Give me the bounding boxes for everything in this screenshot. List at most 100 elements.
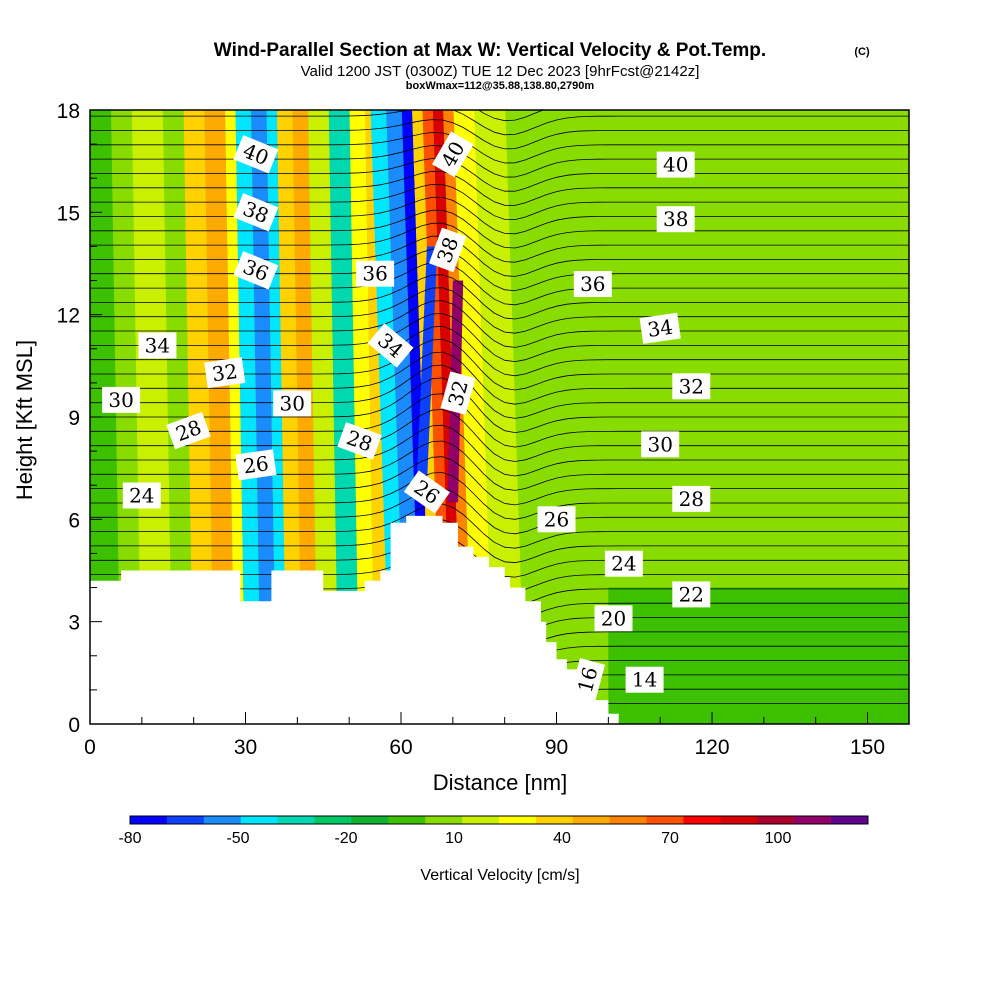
isentrope-line <box>90 261 909 306</box>
contour-labels: 4038363432302826243036342826403832403836… <box>102 131 711 702</box>
isentrope-line <box>90 222 909 263</box>
colorbar-swatch <box>203 816 242 824</box>
contour-label: 34 <box>138 332 177 359</box>
isentrope-line <box>90 110 909 136</box>
colorbar-swatch <box>720 816 758 824</box>
x-axis-label: Distance [nm] <box>433 770 568 795</box>
isentrope-line <box>90 456 909 506</box>
contour-label-box <box>672 581 711 608</box>
isentrope-line <box>90 209 909 249</box>
contour-label: 36 <box>573 271 612 297</box>
contour-label-text: 38 <box>663 207 688 231</box>
contour-label: 20 <box>594 605 633 632</box>
x-tick-label: 60 <box>389 736 412 759</box>
contour-label-box <box>235 449 277 481</box>
y-tick-label: 9 <box>68 407 80 430</box>
colorbar-swatch <box>462 816 500 824</box>
contour-label-text: 22 <box>679 582 704 606</box>
isentrope-line <box>90 119 909 150</box>
colorbar-swatch <box>425 816 463 824</box>
colorbar-tick-label: 100 <box>765 830 792 847</box>
velocity-band <box>474 110 526 724</box>
contour-label-box <box>537 506 576 533</box>
y-tick-label: 18 <box>57 100 80 123</box>
contour-label-text: 32 <box>211 359 240 386</box>
contour-label-box <box>639 312 681 344</box>
contour-label-box <box>138 332 177 359</box>
contour-label-box <box>625 666 664 693</box>
contour-label-box <box>233 251 279 290</box>
contour-label-text: 28 <box>679 487 704 511</box>
contour-label: 40 <box>656 151 695 178</box>
contour-label: 22 <box>672 581 711 608</box>
contour-label: 32 <box>204 357 246 389</box>
colorbar-swatch <box>757 816 795 824</box>
x-tick-label: 120 <box>695 736 730 759</box>
chart-subtitle: Valid 1200 JST (0300Z) TUE 12 Dec 2023 [… <box>301 63 700 80</box>
contour-label-text: 24 <box>129 484 154 508</box>
contour-label-text: 36 <box>580 272 605 296</box>
isentrope-line <box>90 196 909 235</box>
x-tick-label: 150 <box>850 736 885 759</box>
contour-label-box <box>233 193 279 232</box>
contour-label-box <box>122 482 161 509</box>
colorbar-swatch <box>130 816 168 824</box>
colorbar-ticks: -80 -50 -20 10 40 70 100 <box>118 830 791 847</box>
contour-label: 32 <box>440 371 476 415</box>
isentrope-line <box>90 424 909 477</box>
colorbar-swatch <box>646 816 684 824</box>
colorbar-tick-label: -20 <box>334 830 357 847</box>
plot-area: 4038363432302826243036342826403832403836… <box>90 110 909 724</box>
isentrope-line <box>90 248 909 292</box>
isentrope-line <box>90 274 909 320</box>
isentrope-line <box>90 235 909 277</box>
contour-label: 28 <box>672 485 711 512</box>
contour-label-box <box>233 135 279 174</box>
contour-label: 34 <box>639 312 681 344</box>
contour-label-text: 36 <box>362 262 387 286</box>
velocity-band <box>515 110 567 724</box>
y-tick-label: 12 <box>57 305 80 328</box>
x-tick-label: 30 <box>234 736 257 759</box>
contour-label-box <box>102 386 141 413</box>
contour-label-box <box>672 485 711 512</box>
velocity-band <box>328 110 360 724</box>
y-tick-label: 6 <box>68 509 80 532</box>
contour-label: 26 <box>235 449 277 481</box>
contour-label-text: 30 <box>279 391 304 415</box>
colorbar-swatch <box>351 816 389 824</box>
colorbar-swatch <box>831 816 869 824</box>
colorbar-frame <box>129 815 869 825</box>
colorbar-swatch <box>240 816 279 824</box>
contour-label-box <box>432 131 474 178</box>
title-mark: (C) <box>854 46 870 58</box>
colorbar-swatch <box>683 816 721 824</box>
isentrope-line <box>90 440 909 491</box>
colorbar-tick-label: -80 <box>118 830 141 847</box>
x-tick-label: 0 <box>84 736 96 759</box>
colorbar-swatch <box>499 816 537 824</box>
contour-label-box <box>273 390 312 417</box>
contour-label: 32 <box>672 373 711 400</box>
colorbar-swatch <box>609 816 648 824</box>
isentrope-line <box>90 351 909 405</box>
contour-label: 28 <box>166 411 211 450</box>
isentrope-line <box>90 487 909 535</box>
contour-label-text: 40 <box>663 153 688 177</box>
contour-label: 16 <box>570 657 606 702</box>
contour-label-box <box>656 206 695 233</box>
colorbar <box>129 815 869 825</box>
contour-label-text: 34 <box>145 333 170 357</box>
colorbar-swatch <box>277 816 315 824</box>
contour-label-box <box>337 422 382 460</box>
contour-label-box <box>367 323 414 368</box>
isentrope-line <box>90 170 909 206</box>
isentrope-line <box>477 110 545 122</box>
colorbar-swatch <box>572 816 611 824</box>
contour-label-text: 24 <box>611 552 636 576</box>
contour-label-box <box>604 550 643 577</box>
contour-label: 14 <box>625 666 664 693</box>
y-tick-label: 3 <box>68 612 80 635</box>
contour-label: 30 <box>102 386 141 413</box>
